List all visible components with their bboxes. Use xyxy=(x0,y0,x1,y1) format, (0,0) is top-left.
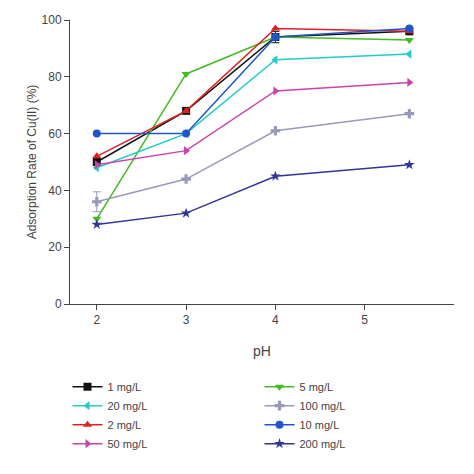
svg-text:60: 60 xyxy=(48,127,62,141)
svg-text:40: 40 xyxy=(48,184,62,198)
svg-text:50 mg/L: 50 mg/L xyxy=(108,438,148,450)
svg-text:Adsorption Rate of Cu(II) (%): Adsorption Rate of Cu(II) (%) xyxy=(25,85,39,240)
svg-text:pH: pH xyxy=(253,343,271,359)
svg-text:3: 3 xyxy=(183,313,190,327)
svg-text:100: 100 xyxy=(42,13,62,27)
svg-text:2: 2 xyxy=(93,313,100,327)
svg-text:1 mg/L: 1 mg/L xyxy=(108,381,142,393)
svg-text:100 mg/L: 100 mg/L xyxy=(300,400,346,412)
svg-text:80: 80 xyxy=(48,70,62,84)
svg-text:200 mg/L: 200 mg/L xyxy=(300,438,346,450)
svg-text:2 mg/L: 2 mg/L xyxy=(108,419,142,431)
svg-text:20: 20 xyxy=(48,240,62,254)
svg-text:4: 4 xyxy=(272,313,279,327)
svg-text:10 mg/L: 10 mg/L xyxy=(300,419,340,431)
svg-text:20 mg/L: 20 mg/L xyxy=(108,400,148,412)
svg-text:5: 5 xyxy=(361,313,368,327)
svg-text:0: 0 xyxy=(55,297,62,311)
svg-text:5 mg/L: 5 mg/L xyxy=(300,381,334,393)
